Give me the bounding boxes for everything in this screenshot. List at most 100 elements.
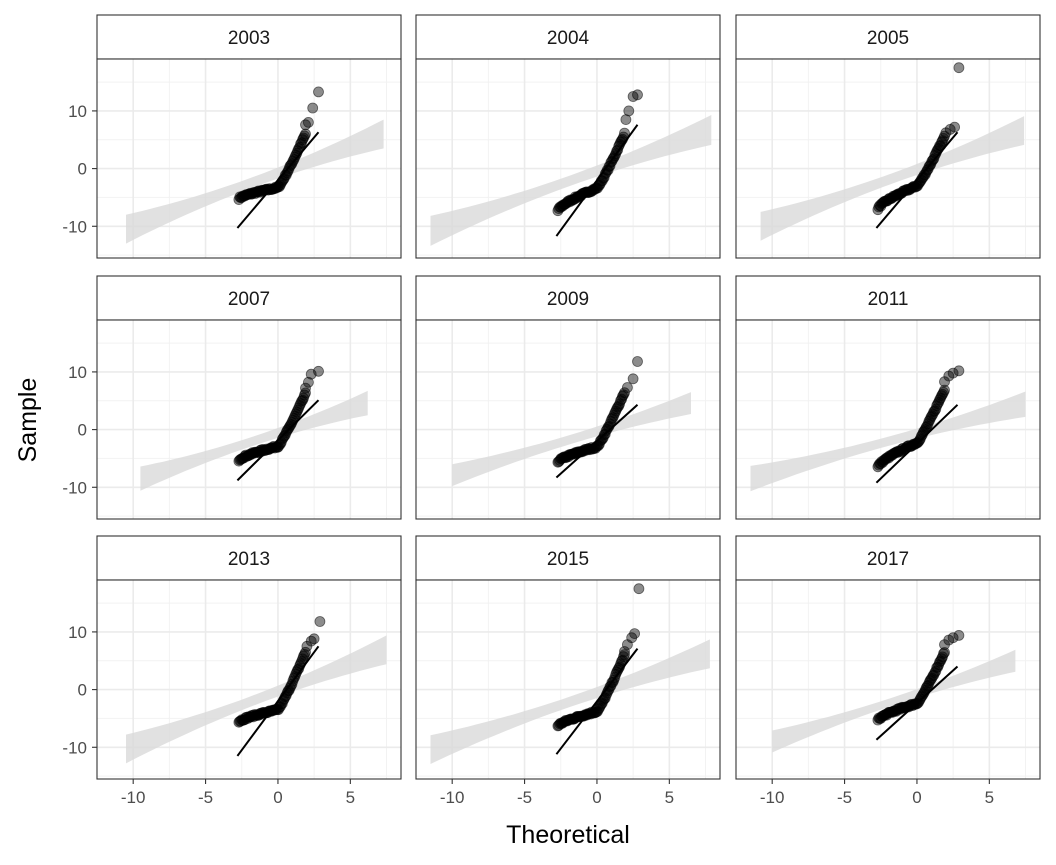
panel-border xyxy=(415,319,721,520)
panel-border xyxy=(96,579,402,780)
qq-point xyxy=(619,387,630,399)
qq-point xyxy=(940,127,952,139)
qq-point xyxy=(619,649,630,660)
x-tick-label: -10 xyxy=(121,788,146,807)
facet-strip xyxy=(96,275,402,321)
facet-panel-2013: 2013 -10 0 10 -10 -5 0 5 xyxy=(62,535,402,807)
facet-strip xyxy=(415,535,721,581)
facet-strip xyxy=(96,535,402,581)
qq-point xyxy=(615,136,626,148)
qq-point xyxy=(619,646,630,657)
facet-strip-label: 2005 xyxy=(867,28,909,49)
facet-panel-2005: 2005 xyxy=(735,14,1041,259)
qq-point xyxy=(947,367,959,379)
panel-border xyxy=(735,58,1041,259)
y-tick-label: 10 xyxy=(68,623,87,642)
qq-point xyxy=(947,632,959,644)
y-tick-label: 10 xyxy=(68,363,87,382)
y-tick-label: 10 xyxy=(68,102,87,121)
y-tick-label: -10 xyxy=(62,738,87,757)
facet-strip-label: 2003 xyxy=(228,28,270,49)
facet-strip-label: 2015 xyxy=(547,549,589,570)
panel-border xyxy=(735,319,1041,520)
y-axis-title: Sample xyxy=(14,378,42,463)
qq-point xyxy=(302,117,314,128)
confidence-band xyxy=(126,635,387,764)
facet-panel-2004: 2004 xyxy=(415,14,721,259)
facet-strip xyxy=(735,14,1041,60)
qq-point xyxy=(308,633,320,645)
x-tick-label: 5 xyxy=(346,788,355,807)
facet-panel-2009: 2009 xyxy=(415,275,721,520)
qq-point xyxy=(313,365,324,377)
x-tick-label: 5 xyxy=(985,788,994,807)
confidence-band xyxy=(750,391,1026,492)
panel-background xyxy=(736,580,1040,779)
confidence-band xyxy=(140,390,368,491)
facet-strip xyxy=(96,14,402,60)
facet-strip xyxy=(415,275,721,321)
panel-background xyxy=(416,320,720,519)
facet-panel-2017: 2017 -10 -5 0 5 xyxy=(735,535,1041,807)
x-tick-label: 0 xyxy=(912,788,921,807)
x-tick-label: -5 xyxy=(517,788,532,807)
qq-point xyxy=(629,628,640,639)
confidence-band xyxy=(452,392,691,487)
facet-panel-2003: 2003 -10 0 10 xyxy=(62,14,402,259)
y-tick-label: 0 xyxy=(78,681,87,700)
qq-point xyxy=(939,376,950,388)
qq-point xyxy=(622,382,633,393)
y-tick-label: 0 xyxy=(78,421,87,440)
x-tick-label: 0 xyxy=(592,788,601,807)
x-tick-label: -5 xyxy=(198,788,213,807)
qq-point xyxy=(623,105,635,117)
qq-point xyxy=(302,376,314,388)
qq-point xyxy=(300,382,311,394)
qq-point xyxy=(939,647,950,658)
qq-point xyxy=(300,128,311,140)
y-tick-label: 0 xyxy=(78,160,87,179)
qq-point xyxy=(619,127,630,139)
facet-strip-label: 2009 xyxy=(547,289,589,310)
panel-border xyxy=(415,579,721,780)
qq-point xyxy=(953,630,965,641)
confidence-band xyxy=(760,116,1025,241)
qq-point xyxy=(633,583,645,595)
facet-strip-label: 2013 xyxy=(228,549,270,570)
panel-border xyxy=(96,319,402,520)
x-tick-label: -10 xyxy=(440,788,465,807)
x-tick-label: -10 xyxy=(760,788,785,807)
confidence-band xyxy=(430,115,712,246)
facet-strip-label: 2004 xyxy=(547,28,590,49)
panel-border xyxy=(415,58,721,259)
panel-border xyxy=(735,579,1041,780)
qq-point xyxy=(953,365,965,377)
facet-panel-2015: 2015 -10 -5 0 5 xyxy=(415,535,721,807)
qq-point xyxy=(953,62,965,74)
qq-point xyxy=(939,384,950,396)
facet-strip xyxy=(415,14,721,60)
facet-panel-2007: 2007 -10 0 10 xyxy=(62,275,402,520)
x-axis-title: Theoretical xyxy=(506,821,630,849)
facet-panel-2011: 2011 xyxy=(735,275,1041,520)
qq-point xyxy=(313,86,324,98)
y-tick-label: -10 xyxy=(62,217,87,236)
qq-point xyxy=(949,121,960,133)
qq-point xyxy=(618,131,629,143)
x-tick-label: 0 xyxy=(273,788,282,807)
facet-strip-label: 2011 xyxy=(868,289,909,310)
qq-reference-line xyxy=(875,404,959,484)
x-tick-label: -5 xyxy=(837,788,852,807)
confidence-band xyxy=(430,639,710,764)
x-tick-label: 5 xyxy=(665,788,674,807)
y-tick-label: -10 xyxy=(62,478,87,497)
confidence-band xyxy=(772,649,1016,753)
facet-strip-label: 2017 xyxy=(867,549,909,570)
qq-point xyxy=(627,373,639,385)
confidence-band xyxy=(126,119,384,244)
panel-border xyxy=(96,58,402,259)
qq-point xyxy=(307,102,319,114)
facet-strip-label: 2007 xyxy=(228,289,270,310)
qq-point xyxy=(314,616,326,627)
